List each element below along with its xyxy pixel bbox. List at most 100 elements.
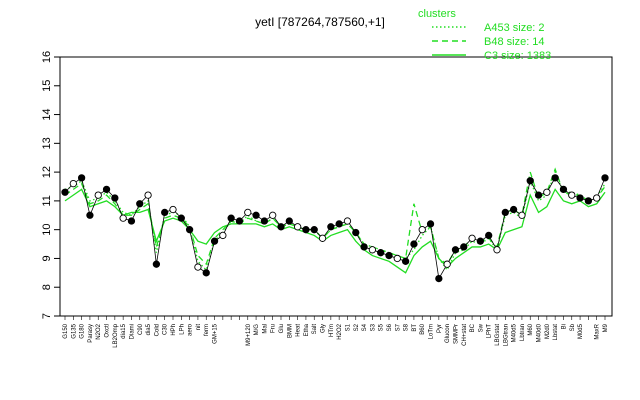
y-tick-label: 16 — [41, 51, 53, 63]
data-point — [509, 205, 518, 214]
data-point — [385, 251, 393, 260]
data-point — [219, 231, 227, 240]
x-tick-label: HTm — [329, 324, 335, 337]
x-tick-label: LB2Omp — [113, 323, 119, 347]
x-tick-label: dia15 — [121, 323, 127, 338]
x-tick-label: Salt — [312, 324, 318, 335]
y-tick-label: 11 — [41, 195, 53, 206]
x-tick-label: M2d0 — [545, 323, 551, 339]
data-point — [393, 254, 401, 263]
data-point — [119, 214, 127, 222]
x-tick-label: Etha — [304, 323, 310, 336]
data-point — [94, 191, 102, 199]
y-axis: 7 8 9 10 11 12 13 14 15 16 — [41, 51, 60, 319]
data-point — [559, 185, 568, 194]
x-tick-label: M40d0 — [537, 323, 543, 342]
x-tick-label: LoTm — [429, 324, 435, 339]
x-tick-label: S2 — [354, 323, 360, 331]
x-tick-label: Diami — [129, 324, 135, 339]
x-tick-label: S3 — [370, 323, 376, 331]
x-tick-label: Cold — [154, 324, 160, 336]
data-point — [435, 274, 443, 283]
x-tick-label: SMMPr — [453, 324, 459, 344]
data-point — [426, 220, 435, 228]
x-tick-label: GM+15 — [213, 323, 219, 344]
legend-entry: A453 size: 2 — [484, 22, 545, 34]
data-point — [534, 191, 543, 199]
x-tick-label: G135 — [71, 323, 77, 338]
x-tick-label: Heat — [296, 324, 302, 337]
x-axis: G150 G135 G180 Parasy N2O2 Oxctl LB2Omp dia15 Di… — [63, 316, 609, 348]
y-tick-label: 10 — [41, 224, 53, 236]
series-line-dotted — [64, 170, 606, 272]
data-point — [352, 228, 360, 237]
data-point — [277, 223, 285, 231]
data-point — [111, 194, 119, 202]
data-point — [202, 269, 210, 277]
x-tick-label: G180 — [80, 323, 86, 338]
x-tick-label: LPhT — [487, 324, 493, 339]
data-point — [501, 208, 509, 217]
x-tick-label: Parasy — [88, 324, 94, 343]
data-point — [244, 208, 252, 217]
y-tick-label: 13 — [41, 137, 53, 149]
series-layer — [64, 167, 606, 274]
data-point — [327, 223, 335, 231]
x-tick-label: Mal — [262, 324, 268, 334]
data-point — [210, 237, 219, 245]
data-point — [543, 188, 551, 196]
data-point — [360, 243, 368, 251]
data-point — [194, 263, 202, 271]
x-tick-label: Sb — [570, 323, 576, 331]
data-point — [460, 243, 468, 251]
data-point — [343, 217, 352, 225]
x-tick-label: Lbstat — [553, 324, 559, 341]
x-tick-label: Oxctl — [105, 324, 111, 338]
data-point — [526, 177, 534, 185]
x-tick-label: Bi — [561, 324, 567, 329]
data-point — [551, 174, 559, 182]
data-point — [493, 246, 501, 254]
data-point — [476, 237, 485, 245]
x-tick-label: M9+120 — [246, 323, 252, 346]
data-point — [593, 194, 601, 202]
data-point — [410, 240, 418, 248]
data-point — [468, 234, 476, 242]
data-point — [443, 260, 451, 268]
data-point — [601, 174, 609, 182]
x-tick-label: H2O2 — [337, 323, 343, 339]
data-point — [568, 191, 576, 199]
legend-title: clusters — [418, 8, 456, 20]
x-tick-label: CH+stat — [462, 324, 468, 346]
x-tick-label: M0d5 — [578, 323, 584, 339]
data-point — [318, 234, 327, 242]
data-point — [269, 211, 277, 219]
x-tick-label: BC — [470, 323, 476, 332]
points-layer — [61, 174, 609, 283]
x-tick-label: LPh — [179, 324, 185, 335]
data-point — [69, 179, 77, 188]
x-tick-label: B60 — [420, 323, 426, 334]
y-tick-label: 9 — [41, 255, 53, 261]
x-tick-label: Pyr — [437, 324, 443, 333]
data-point — [177, 214, 185, 222]
legend: clusters A453 size: 2 B48 size: 14 C3 size… — [418, 8, 551, 62]
x-tick-label: HPh — [171, 324, 177, 336]
data-point — [152, 260, 161, 268]
x-tick-label: MaxR — [595, 323, 601, 339]
y-tick-label: 12 — [41, 166, 53, 178]
data-point — [418, 226, 426, 234]
x-tick-label: Fru — [271, 324, 277, 333]
x-tick-label: LBGtran — [503, 324, 509, 346]
x-tick-label: G150 — [63, 323, 69, 338]
y-tick-label: 15 — [41, 80, 53, 92]
plot-frame — [59, 56, 613, 317]
data-point — [185, 226, 194, 234]
data-point — [144, 191, 152, 199]
x-tick-label: LBGstat — [495, 324, 501, 346]
data-point — [485, 231, 493, 240]
x-tick-label: M60 — [528, 323, 534, 335]
x-tick-label: N2O2 — [96, 323, 102, 339]
data-point — [235, 217, 244, 225]
